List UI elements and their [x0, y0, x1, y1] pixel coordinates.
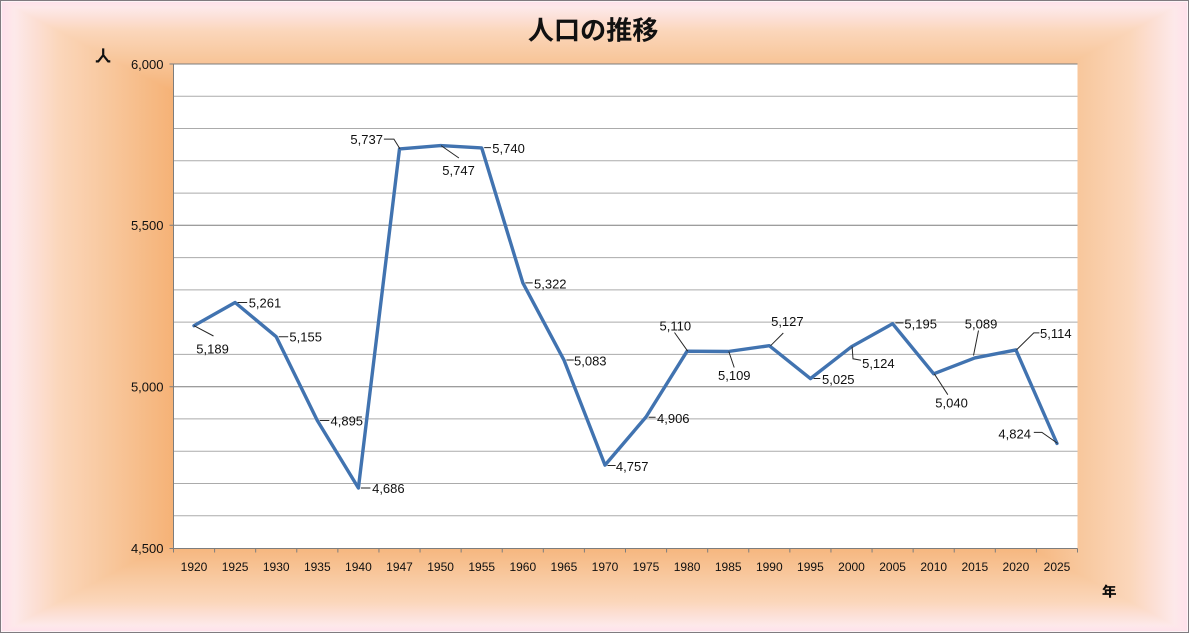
svg-text:1975: 1975	[633, 560, 660, 574]
svg-text:5,025: 5,025	[822, 372, 855, 387]
svg-text:5,261: 5,261	[249, 295, 282, 310]
svg-text:1995: 1995	[797, 560, 824, 574]
svg-text:4,895: 4,895	[331, 413, 364, 428]
svg-text:5,124: 5,124	[862, 356, 895, 371]
svg-text:2005: 2005	[879, 560, 906, 574]
svg-text:2000: 2000	[838, 560, 865, 574]
svg-text:1947: 1947	[386, 560, 413, 574]
svg-text:1920: 1920	[181, 560, 208, 574]
svg-text:4,757: 4,757	[616, 459, 649, 474]
svg-text:5,000: 5,000	[131, 380, 164, 395]
svg-text:5,089: 5,089	[965, 317, 998, 332]
svg-text:1980: 1980	[674, 560, 701, 574]
svg-text:5,127: 5,127	[771, 314, 804, 329]
svg-text:1930: 1930	[263, 560, 290, 574]
svg-text:1985: 1985	[715, 560, 742, 574]
svg-text:1965: 1965	[551, 560, 578, 574]
svg-text:5,189: 5,189	[196, 342, 229, 357]
svg-text:5,500: 5,500	[131, 218, 164, 233]
svg-text:5,109: 5,109	[718, 368, 751, 383]
svg-text:4,686: 4,686	[372, 481, 405, 496]
svg-text:5,110: 5,110	[660, 318, 692, 333]
svg-text:5,155: 5,155	[289, 330, 322, 345]
svg-text:1970: 1970	[592, 560, 619, 574]
svg-text:4,500: 4,500	[131, 541, 164, 556]
svg-text:4,906: 4,906	[657, 411, 690, 426]
svg-text:5,322: 5,322	[534, 277, 567, 292]
svg-text:5,114: 5,114	[1040, 326, 1072, 341]
svg-text:1955: 1955	[468, 560, 495, 574]
svg-text:1950: 1950	[427, 560, 454, 574]
svg-text:1925: 1925	[222, 560, 249, 574]
svg-text:1990: 1990	[756, 560, 783, 574]
svg-text:5,737: 5,737	[350, 132, 383, 147]
svg-text:1940: 1940	[345, 560, 372, 574]
svg-text:5,740: 5,740	[492, 141, 525, 156]
svg-text:4,824: 4,824	[998, 427, 1031, 442]
svg-text:1935: 1935	[304, 560, 331, 574]
svg-text:2010: 2010	[920, 560, 947, 574]
svg-text:2020: 2020	[1003, 560, 1030, 574]
svg-text:5,747: 5,747	[442, 163, 475, 178]
svg-text:1960: 1960	[509, 560, 536, 574]
svg-text:2025: 2025	[1044, 560, 1071, 574]
svg-text:5,083: 5,083	[574, 354, 607, 369]
svg-text:6,000: 6,000	[131, 57, 164, 72]
svg-text:2015: 2015	[961, 560, 988, 574]
svg-text:5,195: 5,195	[904, 317, 937, 332]
svg-text:5,040: 5,040	[935, 396, 968, 411]
